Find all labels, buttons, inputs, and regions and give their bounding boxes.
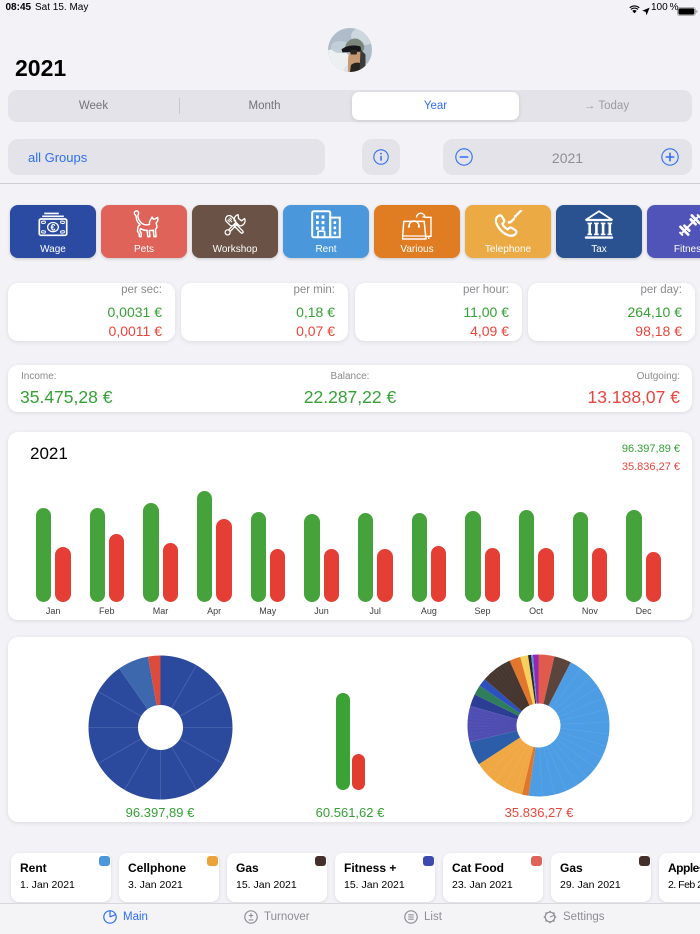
svg-text:€: € (50, 222, 55, 232)
